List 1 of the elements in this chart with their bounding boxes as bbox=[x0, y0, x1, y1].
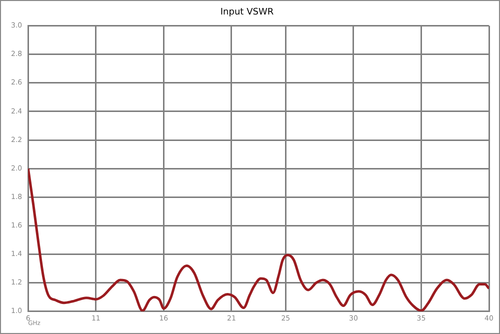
chart-title: Input VSWR bbox=[220, 8, 274, 18]
